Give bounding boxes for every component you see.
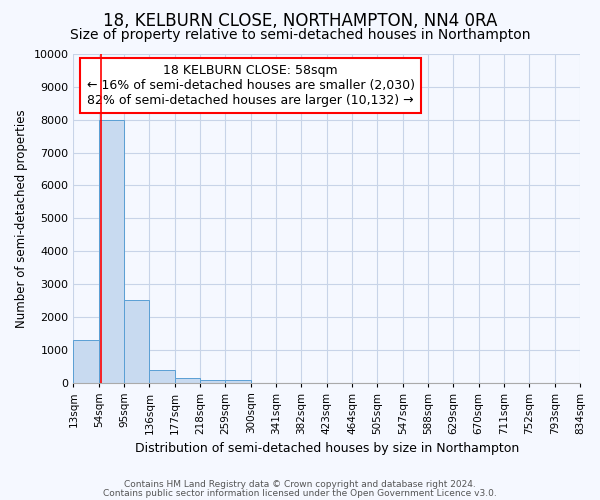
Text: Contains HM Land Registry data © Crown copyright and database right 2024.: Contains HM Land Registry data © Crown c… [124,480,476,489]
Text: Contains public sector information licensed under the Open Government Licence v3: Contains public sector information licen… [103,488,497,498]
Bar [226,380,251,382]
Text: 18 KELBURN CLOSE: 58sqm
← 16% of semi-detached houses are smaller (2,030)
82% of: 18 KELBURN CLOSE: 58sqm ← 16% of semi-de… [87,64,415,107]
Bar [73,340,99,382]
Bar [124,300,149,382]
Bar [149,370,175,382]
Text: Size of property relative to semi-detached houses in Northampton: Size of property relative to semi-detach… [70,28,530,42]
Text: 18, KELBURN CLOSE, NORTHAMPTON, NN4 0RA: 18, KELBURN CLOSE, NORTHAMPTON, NN4 0RA [103,12,497,30]
Bar [99,120,124,382]
X-axis label: Distribution of semi-detached houses by size in Northampton: Distribution of semi-detached houses by … [134,442,519,455]
Y-axis label: Number of semi-detached properties: Number of semi-detached properties [15,109,28,328]
Bar [200,380,226,382]
Bar [175,378,200,382]
